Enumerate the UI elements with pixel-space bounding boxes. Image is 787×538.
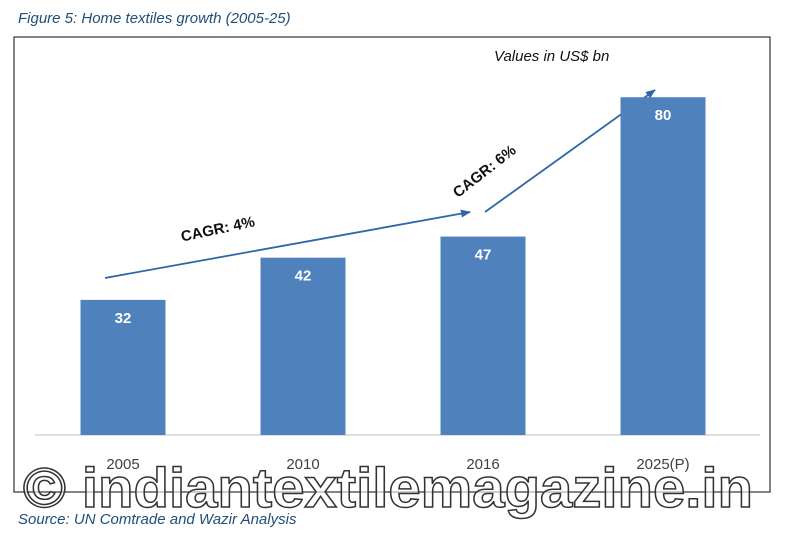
bar [260,257,346,435]
x-tick-label: 2010 [286,456,319,473]
source: Source: UN Comtrade and Wazir Analysis [18,511,297,528]
bar [80,299,166,435]
data-label: 42 [295,268,312,285]
data-label: 80 [655,107,672,124]
chart-title: Figure 5: Home textiles growth (2005-25) [18,10,291,27]
data-label: 32 [115,310,132,327]
bar [440,236,526,435]
x-tick-label: 2005 [106,456,139,473]
data-label: 47 [475,247,492,264]
annotation: CAGR: 6% [450,142,520,202]
bar [620,97,706,435]
watermark: © indiantextilemagazine.in [23,456,753,519]
subtitle: Values in US$ bn [494,48,609,65]
arrow [104,209,471,279]
x-tick-label: 2025(P) [636,456,689,473]
annotation: CAGR: 4% [179,213,256,245]
x-tick-label: 2016 [466,456,499,473]
chart-frame [13,36,771,493]
